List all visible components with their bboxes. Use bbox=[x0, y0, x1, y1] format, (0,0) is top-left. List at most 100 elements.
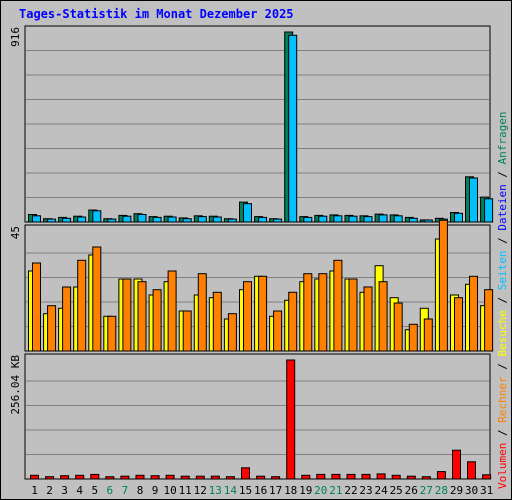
bar-seiten-day-17 bbox=[273, 218, 283, 223]
x-tick-label: 5 bbox=[91, 484, 98, 497]
x-tick-label: 7 bbox=[122, 484, 129, 497]
x-tick-label: 25 bbox=[390, 484, 403, 497]
bar-volumen-day-16 bbox=[256, 475, 266, 480]
legend-rechner: Rechner bbox=[496, 376, 509, 423]
x-tick-label: 31 bbox=[480, 484, 493, 497]
bar-rechner-day-13 bbox=[212, 291, 222, 352]
bar-rechner-day-26 bbox=[408, 323, 418, 352]
x-tick-label: 18 bbox=[284, 484, 297, 497]
legend-dateien: Dateien bbox=[496, 184, 509, 230]
bar-seiten-day-20 bbox=[318, 215, 328, 223]
x-tick-label: 13 bbox=[209, 484, 222, 497]
bar-volumen-day-26 bbox=[406, 475, 416, 480]
x-tick-label: 12 bbox=[194, 484, 207, 497]
bar-rechner-day-16 bbox=[258, 275, 268, 352]
bar-volumen-day-15 bbox=[241, 467, 250, 480]
x-tick-label: 1 bbox=[31, 484, 38, 497]
bar-seiten-day-2 bbox=[47, 218, 57, 223]
x-tick-label: 24 bbox=[374, 484, 388, 497]
bar-rechner-day-21 bbox=[333, 259, 343, 352]
bar-volumen-day-14 bbox=[225, 476, 235, 480]
bar-volumen-day-21 bbox=[331, 473, 341, 480]
legend-separator: / bbox=[496, 423, 509, 443]
x-tick-label: 15 bbox=[239, 484, 252, 497]
bar-rechner-day-22 bbox=[348, 278, 358, 352]
bar-rechner-day-17 bbox=[273, 310, 283, 352]
bar-seiten-day-9 bbox=[152, 216, 162, 223]
bar-seiten-day-7 bbox=[122, 215, 132, 223]
legend-separator: / bbox=[496, 357, 509, 377]
bar-rechner-day-31 bbox=[484, 289, 494, 352]
bar-seiten-day-5 bbox=[92, 210, 102, 223]
bar-seiten-day-18 bbox=[288, 34, 298, 223]
bar-volumen-day-13 bbox=[210, 475, 220, 480]
bar-volumen-day-3 bbox=[60, 475, 70, 480]
x-tick-label: 11 bbox=[179, 484, 192, 497]
x-tick-label: 21 bbox=[329, 484, 342, 497]
bar-volumen-day-4 bbox=[75, 474, 85, 480]
bar-rechner-day-6 bbox=[107, 315, 117, 352]
bar-volumen-day-1 bbox=[30, 474, 39, 480]
bar-seiten-day-27 bbox=[423, 219, 433, 223]
y-max-label-visits-hosts: 45 bbox=[9, 226, 22, 239]
bar-volumen-day-27 bbox=[421, 476, 431, 480]
bar-seiten-day-22 bbox=[348, 215, 358, 223]
bar-volumen-day-10 bbox=[165, 474, 175, 480]
bar-volumen-day-6 bbox=[105, 476, 115, 480]
bar-volumen-day-30 bbox=[467, 461, 476, 480]
bar-seiten-day-8 bbox=[137, 214, 147, 223]
bar-volumen-day-29 bbox=[452, 449, 461, 480]
bar-volumen-day-2 bbox=[45, 476, 55, 480]
x-tick-label: 8 bbox=[137, 484, 144, 497]
bar-seiten-day-23 bbox=[363, 216, 373, 223]
bar-rechner-day-5 bbox=[92, 246, 102, 352]
bar-rechner-day-8 bbox=[137, 281, 147, 352]
bar-seiten-day-10 bbox=[167, 216, 177, 223]
bar-volumen-day-22 bbox=[346, 473, 356, 480]
bar-seiten-day-19 bbox=[303, 216, 313, 223]
bar-seiten-day-12 bbox=[197, 216, 207, 223]
y-max-label-volume: 256.04 KB bbox=[9, 355, 22, 415]
bar-volumen-day-31 bbox=[482, 474, 492, 480]
bar-rechner-day-3 bbox=[62, 286, 72, 352]
bar-volumen-day-25 bbox=[391, 474, 401, 480]
bar-rechner-day-11 bbox=[182, 310, 192, 352]
bar-volumen-day-7 bbox=[120, 475, 130, 480]
x-tick-label: 27 bbox=[420, 484, 433, 497]
legend-separator: / bbox=[496, 290, 509, 310]
legend-separator: / bbox=[496, 231, 509, 251]
bar-rechner-day-23 bbox=[363, 286, 373, 352]
x-tick-label: 23 bbox=[359, 484, 372, 497]
bar-volumen-day-5 bbox=[90, 473, 100, 480]
bar-rechner-day-9 bbox=[152, 289, 162, 352]
bar-seiten-day-24 bbox=[378, 214, 388, 223]
bar-rechner-day-19 bbox=[303, 273, 313, 352]
bar-rechner-day-18 bbox=[288, 291, 298, 352]
chart-title: Tages-Statistik im Monat Dezember 2025 bbox=[19, 7, 294, 21]
bar-rechner-day-14 bbox=[227, 313, 237, 352]
panel-volume bbox=[24, 353, 491, 480]
bar-volumen-day-9 bbox=[150, 475, 160, 480]
bar-seiten-day-21 bbox=[333, 215, 343, 223]
bar-rechner-day-12 bbox=[197, 273, 207, 352]
x-tick-label: 9 bbox=[152, 484, 159, 497]
bar-volumen-day-17 bbox=[271, 476, 281, 480]
bar-rechner-day-25 bbox=[393, 302, 403, 352]
bar-rechner-day-29 bbox=[454, 297, 463, 352]
legend-seiten: Seiten bbox=[496, 251, 509, 291]
legend-anfragen: Anfragen bbox=[496, 111, 509, 164]
y-max-label-hits-files: 916 bbox=[9, 27, 22, 47]
x-tick-label: 16 bbox=[254, 484, 267, 497]
x-tick-label: 30 bbox=[465, 484, 478, 497]
bar-seiten-day-31 bbox=[484, 198, 494, 223]
bar-seiten-day-29 bbox=[454, 212, 463, 223]
bar-rechner-day-10 bbox=[167, 270, 177, 352]
bar-seiten-day-26 bbox=[408, 217, 418, 223]
bar-seiten-day-4 bbox=[77, 216, 87, 223]
bar-seiten-day-15 bbox=[243, 203, 252, 223]
x-tick-label: 28 bbox=[435, 484, 448, 497]
x-tick-label: 20 bbox=[314, 484, 327, 497]
bar-volumen-day-28 bbox=[436, 471, 446, 480]
bar-volumen-day-19 bbox=[301, 474, 311, 480]
